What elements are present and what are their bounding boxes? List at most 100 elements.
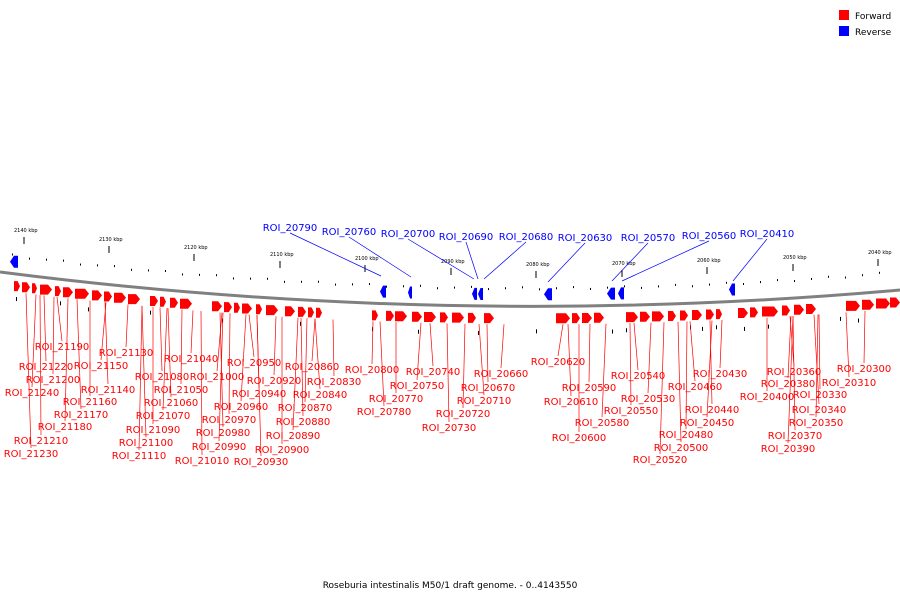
forward-gene — [212, 301, 222, 312]
forward-callout-line — [56, 296, 63, 342]
forward-gene-label: ROI_20330 — [793, 390, 848, 401]
feature-mark — [536, 329, 537, 334]
axis-tick-label: 2070 kbp — [612, 261, 636, 267]
axis-minor-tick — [148, 269, 149, 272]
forward-callout-line — [647, 322, 652, 394]
axis-minor-tick — [556, 287, 557, 290]
forward-gene — [160, 296, 166, 307]
reverse-callout-line — [348, 236, 412, 278]
feature-mark — [768, 324, 769, 329]
axis-minor-tick — [522, 286, 523, 289]
forward-callout-line — [240, 314, 247, 402]
forward-callout-line — [141, 305, 147, 438]
axis-minor-tick — [845, 276, 846, 279]
axis-minor-tick — [488, 288, 489, 291]
forward-gene — [706, 309, 714, 320]
feature-mark — [744, 326, 745, 331]
axis-minor-tick — [539, 288, 540, 291]
forward-callout-line — [787, 316, 794, 444]
forward-gene-label: ROI_20870 — [278, 403, 333, 414]
forward-callout-line — [486, 324, 489, 383]
forward-callout-line — [256, 315, 262, 457]
axis-minor-tick — [46, 258, 47, 261]
axis-tick-label: 2140 kbp — [14, 228, 38, 234]
forward-gene-label: ROI_20780 — [357, 407, 412, 418]
forward-gene — [114, 292, 126, 303]
forward-gene — [556, 313, 570, 324]
forward-gene-label: ROI_20950 — [227, 358, 282, 369]
forward-callout-line — [629, 323, 632, 406]
feature-mark — [840, 316, 841, 321]
axis-minor-tick — [454, 286, 455, 289]
forward-gene — [55, 286, 61, 297]
forward-callout-line — [689, 321, 696, 382]
forward-gene-label: ROI_20930 — [234, 457, 289, 468]
axis-minor-tick — [131, 268, 132, 271]
forward-gene-label: ROI_21050 — [154, 385, 209, 396]
forward-gene-label: ROI_21060 — [144, 398, 199, 409]
forward-gene-label: ROI_20530 — [621, 394, 676, 405]
axis-minor-tick — [12, 253, 13, 256]
feature-mark — [88, 307, 89, 312]
forward-gene — [640, 311, 650, 322]
forward-callout-line — [159, 307, 163, 372]
axis-minor-tick — [726, 281, 727, 284]
forward-gene-label: ROI_20400 — [740, 392, 795, 403]
forward-callout-line — [64, 298, 69, 422]
forward-gene-label: ROI_20840 — [293, 390, 348, 401]
axis-minor-tick — [743, 282, 744, 285]
forward-gene — [716, 309, 722, 320]
forward-callout-line — [216, 312, 223, 372]
forward-callout-line — [200, 311, 203, 456]
forward-gene-label: ROI_21070 — [136, 411, 191, 422]
forward-callout-line — [659, 322, 665, 455]
forward-gene-label: ROI_20720 — [436, 409, 491, 420]
forward-gene — [668, 310, 676, 321]
feature-mark — [858, 318, 859, 323]
axis-minor-tick — [590, 287, 591, 290]
forward-gene — [846, 300, 860, 311]
forward-gene-label: ROI_20740 — [406, 367, 461, 378]
reverse-gene-label: ROI_20760 — [322, 227, 377, 238]
forward-gene-label: ROI_20900 — [255, 445, 310, 456]
feature-mark — [612, 329, 613, 334]
forward-callout-line — [218, 312, 224, 442]
reverse-gene — [380, 285, 386, 298]
forward-callout-line — [162, 308, 168, 411]
forward-callout-line — [787, 316, 792, 379]
forward-callout-line — [228, 313, 231, 415]
reverse-callout-line — [407, 238, 475, 280]
forward-gene — [395, 311, 407, 322]
forward-gene-label: ROI_21190 — [35, 342, 90, 353]
axis-minor-tick — [199, 273, 200, 276]
forward-gene-label: ROI_20500 — [654, 443, 709, 454]
reverse-gene — [607, 287, 615, 300]
forward-callout-line — [180, 309, 183, 385]
forward-gene-label: ROI_20430 — [693, 369, 748, 380]
forward-gene — [750, 307, 758, 318]
forward-gene — [680, 310, 688, 321]
forward-gene-label: ROI_20710 — [457, 396, 512, 407]
axis-minor-tick — [165, 269, 166, 272]
forward-gene-label: ROI_20800 — [345, 365, 400, 376]
legend-swatch-forward — [839, 10, 849, 20]
feature-mark — [16, 297, 17, 302]
forward-gene — [782, 305, 790, 316]
axis-minor-tick — [760, 281, 761, 284]
forward-gene-label: ROI_20460 — [668, 382, 723, 393]
map-caption: Roseburia intestinalis M50/1 draft genom… — [323, 581, 578, 591]
axis-minor-tick — [97, 264, 98, 267]
feature-mark — [150, 310, 151, 315]
forward-gene-label: ROI_21080 — [135, 372, 190, 383]
axis-minor-tick — [216, 274, 217, 277]
axis-tick-label: 2100 kbp — [355, 256, 379, 262]
forward-callout-line — [304, 318, 308, 403]
forward-callout-line — [52, 296, 55, 375]
reverse-gene-label: ROI_20680 — [499, 232, 554, 243]
forward-gene — [316, 307, 322, 318]
axis-tick-label: 2130 kbp — [99, 237, 123, 243]
forward-gene-label: ROI_21210 — [14, 436, 69, 447]
forward-callout-line — [300, 317, 304, 417]
forward-gene-label: ROI_21110 — [112, 451, 167, 462]
forward-gene-label: ROI_20600 — [552, 433, 607, 444]
